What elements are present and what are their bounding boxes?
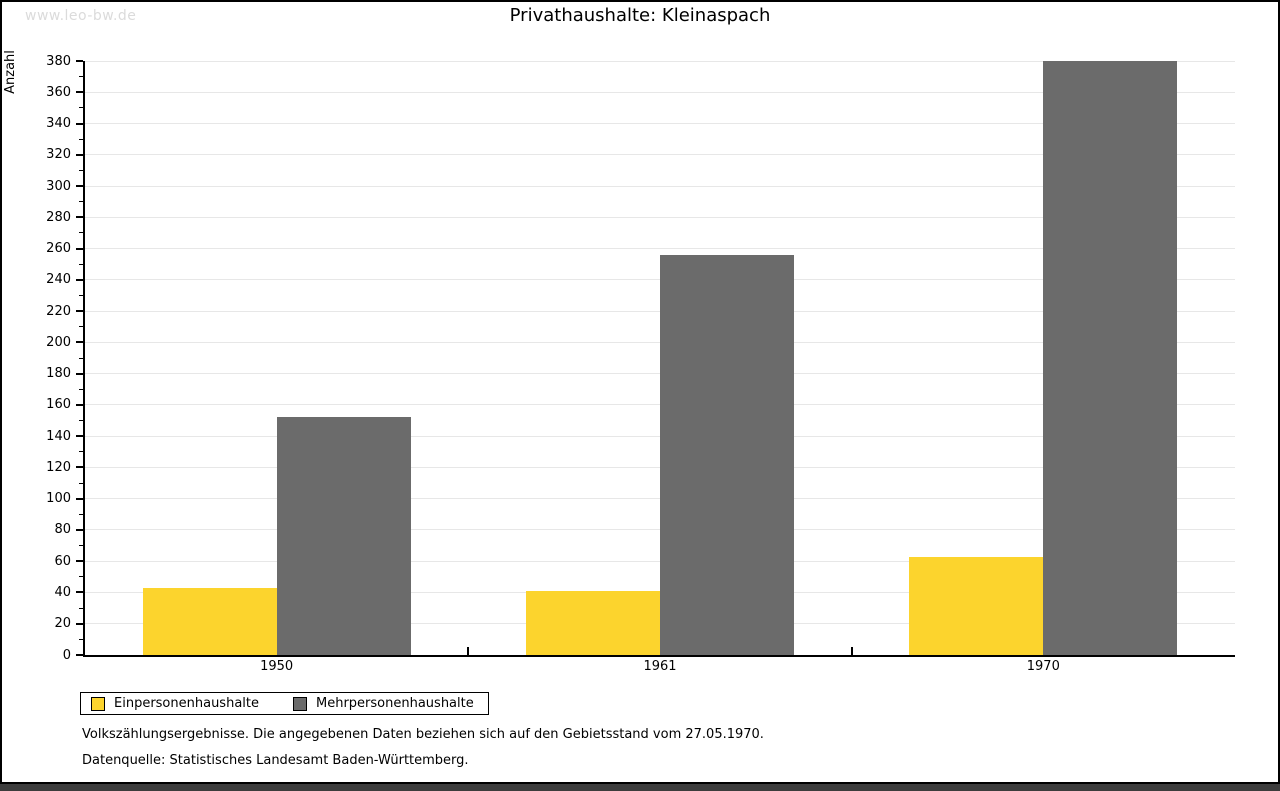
y-tick-label-100: 100 [46,491,71,507]
gridline-380 [85,60,1235,62]
y-minor-tick-310 [79,169,83,171]
y-major-tick-60 [76,560,83,563]
y-tick-label-20: 20 [54,616,71,632]
legend-swatch-mehrpersonenhaushalte [293,696,307,711]
y-tick-label-240: 240 [46,272,71,288]
y-minor-tick-150 [79,420,83,422]
legend-swatch-einpersonenhaushalte [91,696,105,711]
y-major-tick-120 [76,466,83,469]
watermark-leo-bw: www.leo-bw.de [25,8,137,24]
y-major-tick-200 [76,341,83,344]
bar-einpersonenhaushalte-1950 [142,587,277,655]
y-minor-tick-130 [79,451,83,453]
bottom-window-bar [0,782,1280,791]
y-tick-label-140: 140 [46,428,71,444]
y-minor-tick-290 [79,201,83,203]
y-minor-tick-350 [79,107,83,109]
plot-area: 0 20 40 60 80 100 120 140 160 180 200 220 240 260 280 3… [46,54,1235,674]
y-tick-label-200: 200 [46,334,71,350]
y-major-tick-260 [76,247,83,250]
footnote-data-source: Datenquelle: Statistisches Landesamt Bad… [82,753,469,768]
bar-mehrpersonenhaushalte-1950 [276,417,411,655]
legend-item-mehrpersonenhaushalte: Mehrpersonenhaushalte [293,696,474,711]
y-tick-label-40: 40 [54,584,71,600]
y-major-tick-220 [76,310,83,313]
y-major-tick-20 [76,622,83,625]
legend: Einpersonenhaushalte Mehrpersonenhaushalt… [80,692,489,715]
y-tick-label-60: 60 [54,553,71,569]
y-minor-tick-330 [79,138,83,140]
y-minor-tick-90 [79,513,83,515]
y-tick-label-320: 320 [46,147,71,163]
legend-label-einpersonenhaushalte: Einpersonenhaushalte [114,696,259,711]
y-minor-tick-250 [79,263,83,265]
y-minor-tick-270 [79,232,83,234]
y-tick-label-380: 380 [46,53,71,69]
y-tick-label-280: 280 [46,209,71,225]
y-minor-tick-70 [79,545,83,547]
legend-item-einpersonenhaushalte: Einpersonenhaushalte [91,696,259,711]
y-major-tick-380 [76,60,83,62]
y-major-tick-320 [76,153,83,156]
y-tick-label-120: 120 [46,459,71,475]
x-boundary-tick-1 [467,647,470,655]
y-tick-label-260: 260 [46,241,71,257]
y-major-tick-80 [76,528,83,531]
y-minor-tick-230 [79,294,83,296]
y-major-tick-180 [76,372,83,375]
y-tick-label-160: 160 [46,397,71,413]
y-tick-label-360: 360 [46,84,71,100]
gridline-320 [85,154,1235,156]
y-major-tick-0 [76,654,83,656]
bar-mehrpersonenhaushalte-1961 [660,254,794,655]
y-major-tick-40 [76,591,83,594]
y-major-tick-340 [76,122,83,125]
bar-mehrpersonenhaushalte-1970 [1043,61,1178,655]
gridline-280 [85,216,1235,218]
y-minor-tick-30 [79,607,83,609]
y-minor-tick-190 [79,357,83,359]
y-tick-label-300: 300 [46,178,71,194]
y-major-tick-140 [76,435,83,438]
y-tick-label-0: 0 [62,647,71,663]
y-tick-label-340: 340 [46,116,71,132]
y-minor-tick-10 [79,638,83,640]
bar-einpersonenhaushalte-1961 [526,590,660,655]
y-axis-title: Anzahl [3,50,18,94]
y-major-tick-280 [76,216,83,219]
gridline-300 [85,185,1235,187]
y-minor-tick-370 [79,76,83,78]
x-axis-label-1950: 1950 [260,659,294,674]
bar-einpersonenhaushalte-1970 [909,556,1044,655]
x-boundary-tick-2 [850,647,853,655]
x-axis-label-1970: 1970 [1026,659,1060,674]
y-minor-tick-170 [79,388,83,390]
y-major-tick-240 [76,278,83,281]
y-tick-label-180: 180 [46,366,71,382]
gridline-260 [85,248,1235,250]
y-minor-tick-110 [79,482,83,484]
y-major-tick-360 [76,91,83,94]
y-major-tick-100 [76,497,83,500]
y-tick-label-220: 220 [46,303,71,319]
y-minor-tick-50 [79,576,83,578]
y-major-tick-160 [76,403,83,406]
y-minor-tick-210 [79,326,83,328]
footnote-source-note: Volkszählungsergebnisse. Die angegebenen… [82,727,764,742]
x-axis-label-1961: 1961 [643,659,677,674]
y-major-tick-300 [76,185,83,188]
chart-title: Privathaushalte: Kleinaspach [509,5,771,26]
y-tick-label-80: 80 [54,522,71,538]
legend-label-mehrpersonenhaushalte: Mehrpersonenhaushalte [316,696,474,711]
gridline-340 [85,123,1235,125]
gridline-360 [85,91,1235,93]
